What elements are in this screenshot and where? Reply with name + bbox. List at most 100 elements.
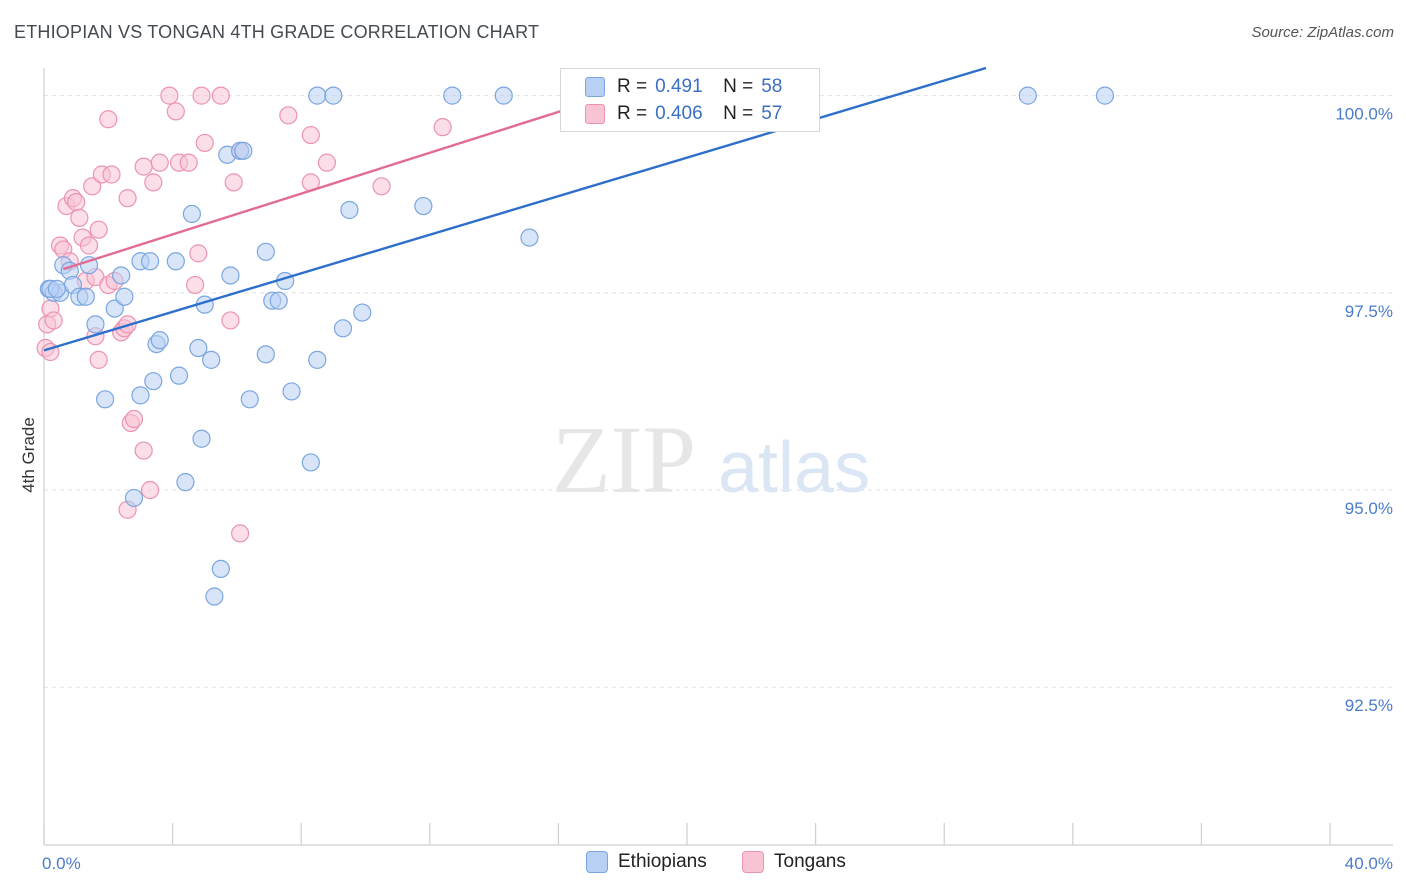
y-axis-label: 4th Grade (19, 417, 38, 493)
tongans-point-9 (67, 193, 86, 212)
legend-n-value-ethiopians: 58 (761, 76, 783, 97)
tongans-point-21 (102, 165, 121, 184)
tongans-trend-line (62, 94, 611, 271)
x-ticks (43, 823, 1331, 845)
y-tick-label-3: 100.0% (1335, 105, 1393, 124)
ethiopians-point-37 (256, 345, 275, 364)
bottom-legend-tongans: Tongans (742, 851, 846, 873)
tongans-point-44 (211, 86, 230, 105)
tongans-point-34 (144, 173, 163, 192)
ethiopians-point-47 (340, 200, 359, 220)
tongans-point-30 (124, 409, 144, 429)
tongans-point-31 (134, 157, 153, 176)
watermark-atlas: atlas (718, 428, 870, 508)
ethiopians-point-45 (324, 86, 343, 105)
axes (43, 68, 1393, 846)
legend-r-label: R = (617, 103, 648, 124)
ethiopians-point-14 (124, 488, 144, 508)
tongans-point-40 (186, 275, 205, 295)
ethiopians-point-46 (333, 319, 353, 338)
ethiopians-point-23 (176, 473, 195, 492)
ethiopians-trend-line (43, 66, 987, 352)
ethiopians-point-44 (308, 86, 327, 105)
tongans-point-32 (134, 441, 153, 460)
legend-swatch-pink (585, 104, 605, 124)
ethiopians-point-12 (112, 266, 131, 285)
tongans-point-39 (179, 153, 198, 172)
ethiopians-point-29 (205, 587, 224, 606)
tongans-point-17 (89, 350, 108, 369)
source-label: Source: ZipAtlas.com (1251, 24, 1394, 41)
y-tick-label-1: 95.0% (1345, 499, 1393, 518)
ethiopians-point-35 (240, 390, 259, 409)
tongans-point-48 (231, 524, 250, 543)
ethiopians-point-36 (256, 242, 275, 261)
ethiopians-point-32 (221, 266, 240, 285)
tongans-point-49 (279, 106, 298, 125)
tongans-point-10 (70, 208, 89, 227)
correlation-legend: R = 0.491 N = 58 R = 0.406 N = 57 (560, 68, 820, 132)
y-tick-labels: 92.5% 95.0% 97.5% 100.0% (1335, 105, 1393, 716)
tongans-point-50 (301, 125, 320, 145)
tongans-point-37 (166, 102, 185, 121)
ethiopians-point-22 (169, 366, 189, 385)
y-tick-label-0: 92.5% (1345, 696, 1393, 715)
legend-n-value-tongans: 57 (761, 103, 783, 124)
legend-n-label: N = (723, 103, 754, 124)
tongans-point-14 (83, 177, 102, 196)
bottom-legend-swatch-blue (586, 851, 608, 873)
ethiopians-point-41 (282, 382, 301, 401)
ethiopians-point-28 (202, 350, 221, 369)
bottom-legend-ethiopians: Ethiopians (586, 851, 707, 873)
tongans-point-52 (317, 153, 337, 172)
trend-lines (43, 66, 987, 352)
legend-row-ethiopians: R = 0.491 N = 58 (585, 74, 782, 100)
ethiopians-point-57 (47, 279, 66, 298)
ethiopians-point-25 (189, 338, 208, 358)
legend-swatch-blue (585, 77, 605, 97)
ethiopians-points (39, 86, 1115, 606)
legend-n-label: N = (723, 76, 754, 97)
ethiopians-point-55 (1095, 86, 1115, 105)
tongans-point-54 (433, 118, 452, 137)
ethiopians-point-24 (182, 204, 201, 224)
tongans-points (36, 86, 626, 543)
tongans-point-18 (89, 220, 108, 239)
ethiopians-point-15 (131, 386, 150, 405)
ethiopians-point-39 (269, 291, 288, 310)
tongans-point-3 (44, 311, 63, 330)
ethiopians-point-51 (494, 86, 513, 105)
ethiopians-point-54 (1018, 86, 1037, 105)
tongans-point-45 (221, 311, 240, 330)
tongans-point-53 (372, 177, 391, 196)
tongans-point-35 (150, 153, 169, 172)
tongans-point-42 (192, 86, 211, 105)
ethiopians-point-49 (414, 196, 433, 216)
ethiopians-point-7 (76, 287, 95, 306)
ethiopians-point-48 (353, 303, 372, 322)
legend-r-value-ethiopians: 0.491 (655, 76, 703, 97)
tongans-point-33 (140, 480, 160, 500)
ethiopians-point-20 (150, 331, 169, 350)
ethiopians-point-34 (234, 141, 253, 160)
tongans-point-41 (189, 244, 208, 263)
ethiopians-point-8 (79, 256, 99, 275)
ethiopians-point-17 (140, 252, 160, 271)
y-tick-label-2: 97.5% (1345, 302, 1393, 321)
tongans-point-43 (195, 133, 214, 153)
ethiopians-point-9 (86, 315, 105, 334)
legend-r-value-tongans: 0.406 (655, 103, 703, 124)
ethiopians-point-13 (115, 287, 134, 306)
watermark-zip: ZIP (552, 406, 696, 513)
tongans-point-36 (160, 86, 179, 105)
ethiopians-point-10 (95, 390, 115, 409)
x-tick-label-min: 0.0% (42, 854, 81, 873)
ethiopians-point-26 (192, 429, 211, 448)
x-tick-label-max: 40.0% (1345, 854, 1393, 873)
ethiopians-point-18 (144, 372, 163, 391)
tongans-point-46 (224, 173, 243, 192)
legend-r-label: R = (617, 76, 648, 97)
watermark: ZIP atlas (552, 406, 870, 513)
ethiopians-point-21 (166, 252, 185, 271)
